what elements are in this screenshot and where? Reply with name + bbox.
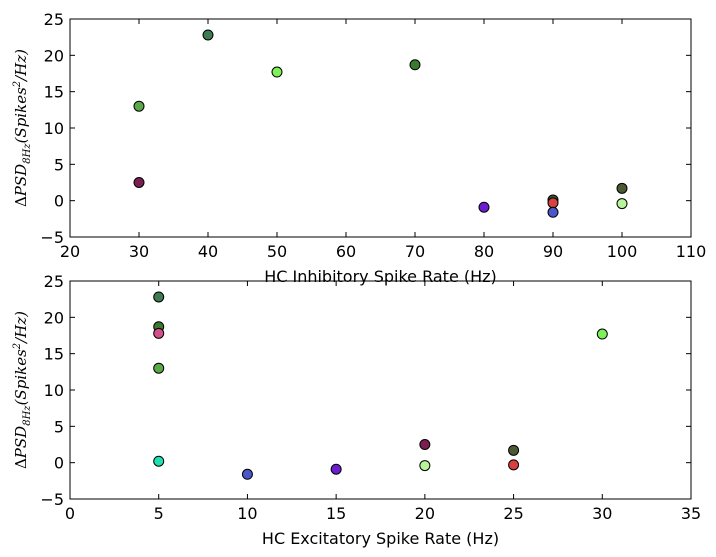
x-tick-label: 30 [129,242,149,261]
plot-frame [69,280,692,500]
y-axis-label: ΔPSD8Hz(Spikes2/Hz) [12,311,33,469]
y-tick-label: 20 [44,46,64,65]
scatter-point [133,100,145,112]
scatter-point [409,59,421,71]
x-axis-label: HC Excitatory Spike Rate (Hz) [262,529,499,548]
y-tick-label: 0 [54,454,64,473]
scatter-point [478,201,490,213]
x-tick-label: 90 [543,242,563,261]
y-tick-label: 0 [54,192,64,211]
x-tick-label: 60 [336,242,356,261]
y-tick-label: 15 [44,345,64,364]
y-tick-label: 5 [54,417,64,436]
x-tick-label: 25 [503,504,523,523]
scatter-point [153,362,165,374]
scatter-point [202,29,214,41]
x-tick-label: 20 [415,504,435,523]
y-tick-label: 25 [44,272,64,291]
scatter-point [153,327,165,339]
x-tick-label: 20 [60,242,80,261]
x-tick-label: 80 [474,242,494,261]
scatter-point [596,328,608,340]
scatter-point [271,66,283,78]
x-tick-label: 10 [237,504,257,523]
y-tick-label: 10 [44,381,64,400]
y-tick-label: −5 [40,228,64,247]
y-tick-label: 5 [54,155,64,174]
scatter-point [547,197,559,209]
scatter-point [419,460,431,472]
scatter-point [616,198,628,210]
scatter-point [133,177,145,188]
y-tick-label: 20 [44,308,64,327]
x-tick-label: 30 [592,504,612,523]
x-tick-label: 50 [267,242,287,261]
x-tick-label: 100 [607,242,638,261]
scatter-point [508,459,520,471]
scatter-point [330,463,342,475]
scatter-point [616,182,628,194]
scatter-point [153,291,165,303]
scatter-point [547,206,559,218]
plot-frame [69,18,692,238]
x-tick-label: 0 [65,504,75,523]
x-tick-label: 40 [198,242,218,261]
y-axis-label: ΔPSD8Hz(Spikes2/Hz) [12,49,33,207]
y-tick-label: 15 [44,83,64,102]
scatter-point [419,439,431,450]
scatter-point [508,444,520,456]
x-tick-label: 35 [681,504,701,523]
x-tick-label: 15 [326,504,346,523]
x-tick-label: 110 [676,242,707,261]
x-tick-label: 70 [405,242,425,261]
x-axis-label: HC Inhibitory Spike Rate (Hz) [264,267,497,286]
y-tick-label: −5 [40,490,64,509]
y-tick-label: 10 [44,119,64,138]
y-tick-label: 25 [44,10,64,29]
scatter-point [153,455,165,467]
top-panel: 20 30 40 50 60 70 80 90 100 110 −5 0 5 10 15 20 25 HC Inh… [12,10,706,286]
scatter-point [241,468,253,480]
x-tick-label: 5 [154,504,164,523]
